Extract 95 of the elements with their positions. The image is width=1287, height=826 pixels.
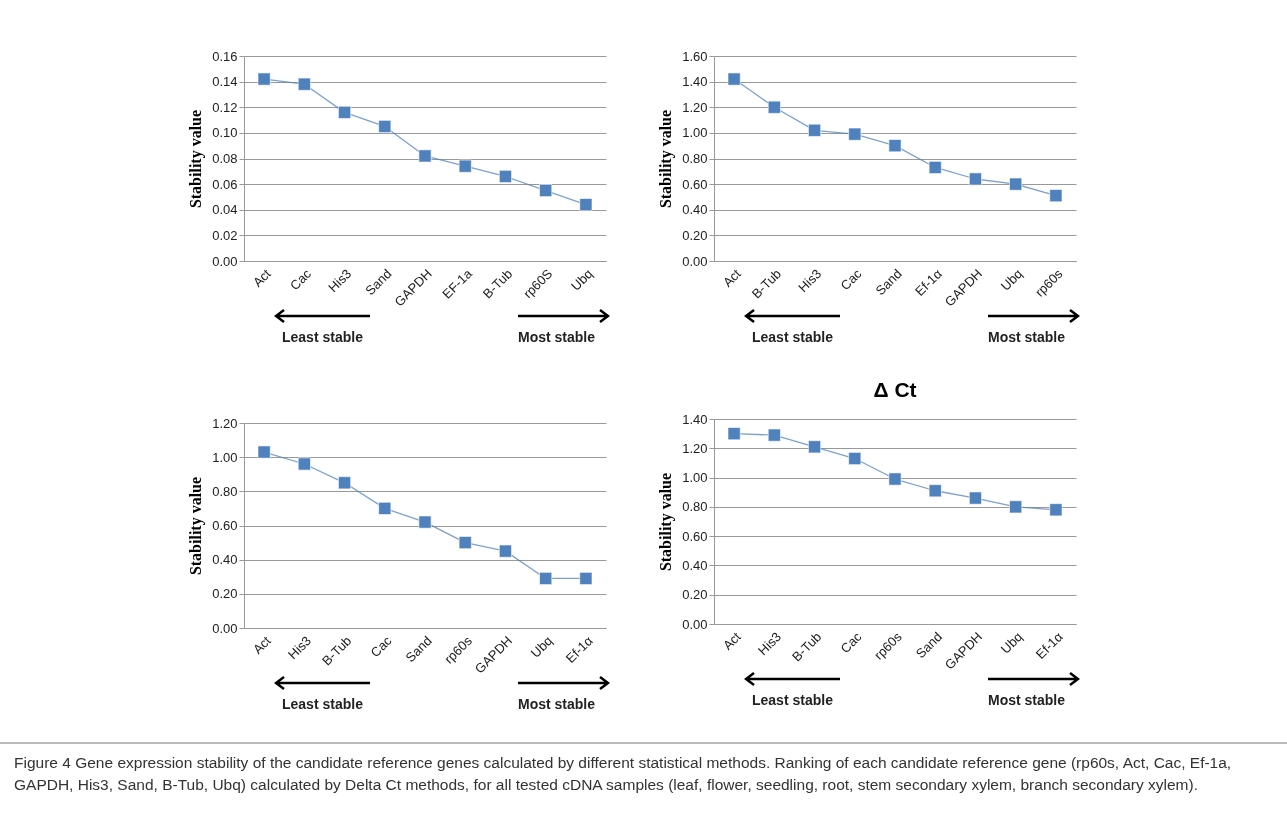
point bbox=[928, 484, 942, 498]
point bbox=[1009, 500, 1023, 514]
point bbox=[418, 149, 432, 163]
point bbox=[579, 572, 593, 585]
x-tick-label: Ubq bbox=[997, 629, 1026, 657]
point bbox=[418, 515, 432, 529]
x-tick-label: Cac bbox=[367, 632, 395, 661]
y-tick-label: 0.20 bbox=[682, 227, 708, 243]
point bbox=[257, 445, 271, 459]
point bbox=[499, 544, 512, 558]
y-tick-label: 1.60 bbox=[682, 48, 708, 64]
x-tick-label: Act bbox=[719, 628, 745, 653]
y-tick-label: 0.00 bbox=[682, 616, 708, 632]
x-tick-label: Cac bbox=[837, 628, 865, 657]
y-tick-label: 0.60 bbox=[212, 518, 238, 533]
x-tick-label: Cac bbox=[287, 265, 315, 294]
point bbox=[1009, 177, 1023, 191]
point bbox=[808, 123, 821, 137]
x-tick-label: Ubq bbox=[527, 633, 556, 661]
y-tick-label: 0.04 bbox=[212, 202, 238, 218]
y-axis-title: Stability value bbox=[187, 109, 206, 209]
point bbox=[848, 127, 862, 141]
point bbox=[458, 159, 472, 173]
point bbox=[257, 72, 271, 86]
y-tick-label: 0.10 bbox=[212, 125, 238, 141]
y-tick-label: 0.80 bbox=[682, 499, 708, 515]
x-tick-label: Act bbox=[249, 265, 275, 290]
point bbox=[888, 139, 902, 153]
point bbox=[888, 472, 902, 486]
y-axis-title: Stability value bbox=[187, 476, 206, 576]
y-tick-label: 0.40 bbox=[682, 557, 708, 573]
y-tick-label: 0.60 bbox=[682, 176, 708, 192]
y-tick-label: 1.40 bbox=[682, 74, 708, 90]
point bbox=[808, 440, 821, 454]
point bbox=[297, 457, 311, 471]
text: Most stable bbox=[518, 329, 596, 345]
point bbox=[848, 452, 862, 465]
point bbox=[969, 491, 982, 505]
y-tick-label: 1.00 bbox=[682, 470, 708, 486]
point bbox=[338, 476, 351, 490]
y-tick-label: 1.20 bbox=[682, 440, 708, 456]
y-axis-title: Stability value bbox=[657, 472, 676, 572]
y-tick-label: 0.20 bbox=[212, 586, 238, 602]
point bbox=[1049, 189, 1063, 203]
y-tick-label: 0.00 bbox=[212, 253, 238, 269]
text: Least stable bbox=[752, 692, 833, 708]
point bbox=[727, 427, 741, 441]
point bbox=[928, 161, 942, 174]
x-tick-label: Act bbox=[719, 265, 745, 290]
point bbox=[539, 184, 553, 197]
text: Most stable bbox=[518, 696, 596, 712]
point bbox=[969, 172, 982, 186]
point bbox=[338, 105, 351, 119]
y-tick-label: 0.08 bbox=[212, 151, 238, 166]
y-tick-label: 0.14 bbox=[212, 74, 238, 90]
y-tick-label: 1.20 bbox=[682, 99, 708, 115]
point bbox=[297, 77, 311, 91]
y-tick-label: 0.80 bbox=[212, 483, 238, 499]
point bbox=[1049, 503, 1063, 517]
y-tick-label: 1.00 bbox=[212, 449, 238, 465]
point bbox=[378, 501, 392, 515]
text: Most stable bbox=[988, 692, 1066, 708]
y-axis-title: Stability value bbox=[657, 109, 676, 209]
point bbox=[727, 72, 741, 86]
text: Most stable bbox=[988, 329, 1066, 345]
point bbox=[767, 428, 781, 442]
text: Least stable bbox=[282, 696, 363, 712]
y-tick-label: 0.60 bbox=[682, 528, 708, 544]
y-tick-label: 0.06 bbox=[212, 176, 238, 192]
y-tick-label: 1.20 bbox=[212, 415, 238, 431]
caption: Figure 4 Gene expression stability of the candidate reference genes calculated by different statistical methods. Ranking of each candidate reference gene (rp60s, Act, Cac, Ef-1a, GAPDH, His3, Sand, B-Tub, Ubq) calculated by Delta Ct methods, for all tested cDNA samples (leaf, flower, seedling, root, stem secondary xylem, branch secondary xylem). bbox=[14, 753, 1233, 795]
x-tick-label: Act bbox=[249, 632, 275, 657]
y-tick-label: 0.02 bbox=[212, 227, 238, 243]
y-tick-label: 0.00 bbox=[212, 620, 238, 636]
point bbox=[579, 198, 593, 212]
y-tick-label: 0.40 bbox=[682, 202, 708, 218]
x-tick-label: Ubq bbox=[568, 266, 596, 294]
y-tick-label: 0.16 bbox=[212, 48, 238, 64]
y-tick-label: 1.40 bbox=[682, 411, 708, 427]
point bbox=[378, 120, 392, 133]
x-tick-label: Ubq bbox=[997, 266, 1026, 294]
chart-title: Δ Ct bbox=[873, 378, 917, 401]
point bbox=[458, 536, 472, 550]
point bbox=[767, 100, 781, 114]
point bbox=[539, 572, 553, 585]
y-tick-label: 0.40 bbox=[212, 552, 238, 568]
text: Least stable bbox=[282, 329, 363, 345]
x-tick-label: Cac bbox=[837, 265, 865, 294]
y-tick-label: 0.00 bbox=[682, 253, 708, 269]
y-tick-label: 0.80 bbox=[682, 151, 708, 166]
y-tick-label: 0.20 bbox=[682, 587, 708, 603]
point bbox=[499, 170, 512, 183]
y-tick-label: 0.12 bbox=[212, 99, 238, 115]
y-tick-label: 1.00 bbox=[682, 125, 708, 141]
text: Least stable bbox=[752, 329, 833, 345]
